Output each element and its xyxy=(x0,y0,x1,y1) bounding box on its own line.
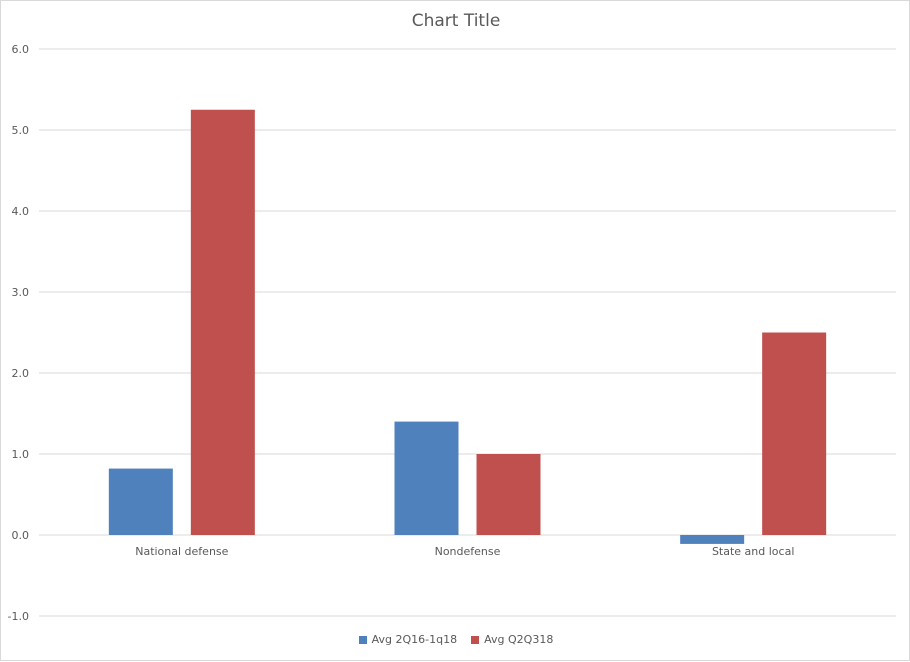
bar-series-1 xyxy=(680,535,745,544)
bar-series-1 xyxy=(108,468,173,535)
bar-series-2 xyxy=(762,332,827,535)
bar-series-2 xyxy=(476,454,541,535)
legend-label-series-2: Avg Q2Q318 xyxy=(484,633,554,646)
y-tick-label: 5.0 xyxy=(12,124,30,137)
legend-swatch-series-1 xyxy=(358,635,367,644)
category-label: State and local xyxy=(712,545,794,558)
y-tick-label: -1.0 xyxy=(8,610,29,623)
legend-item-series-2: Avg Q2Q318 xyxy=(471,633,553,646)
chart-title: Chart Title xyxy=(411,11,501,31)
y-tick-label: 3.0 xyxy=(12,286,30,299)
bar-series-1 xyxy=(394,421,459,535)
legend-item-series-1: Avg 2Q16-1q18 xyxy=(358,633,458,646)
y-tick-label: 1.0 xyxy=(12,448,30,461)
legend-label-series-1: Avg 2Q16-1q18 xyxy=(371,633,458,646)
y-tick-label: 6.0 xyxy=(12,43,30,56)
y-tick-label: 0.0 xyxy=(12,529,30,542)
legend-swatch-series-2 xyxy=(471,635,480,644)
legend: Avg 2Q16-1q18 Avg Q2Q318 xyxy=(1,633,910,646)
y-tick-label: 4.0 xyxy=(12,205,30,218)
category-label: National defense xyxy=(135,545,228,558)
bar-series-2 xyxy=(190,109,255,535)
y-tick-label: 2.0 xyxy=(12,367,30,380)
category-label: Nondefense xyxy=(435,545,501,558)
